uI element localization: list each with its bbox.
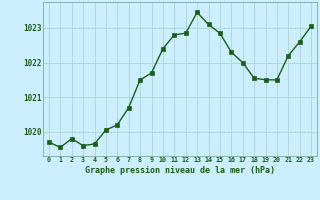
X-axis label: Graphe pression niveau de la mer (hPa): Graphe pression niveau de la mer (hPa) — [85, 166, 275, 175]
